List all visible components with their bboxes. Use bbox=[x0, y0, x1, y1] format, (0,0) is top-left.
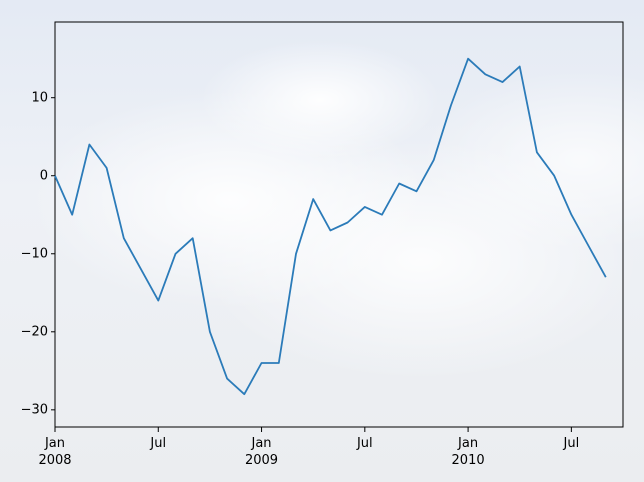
x-tick-label: Jan 2008 bbox=[38, 436, 72, 468]
axes-frame bbox=[54, 21, 624, 428]
y-tick-label: −20 bbox=[20, 324, 48, 340]
y-tick-label: −30 bbox=[20, 402, 48, 418]
y-tick-label: 0 bbox=[39, 168, 48, 184]
x-tick-label: Jul bbox=[150, 436, 167, 451]
x-tick-label: Jul bbox=[563, 436, 580, 451]
x-tick-label: Jan 2009 bbox=[244, 436, 279, 468]
y-tick-label: −10 bbox=[20, 246, 48, 262]
data-line bbox=[54, 57, 607, 396]
x-tick-label: Jul bbox=[356, 436, 373, 451]
x-tick-label: Jan 2010 bbox=[451, 436, 485, 468]
y-tick-label: 10 bbox=[31, 90, 48, 106]
